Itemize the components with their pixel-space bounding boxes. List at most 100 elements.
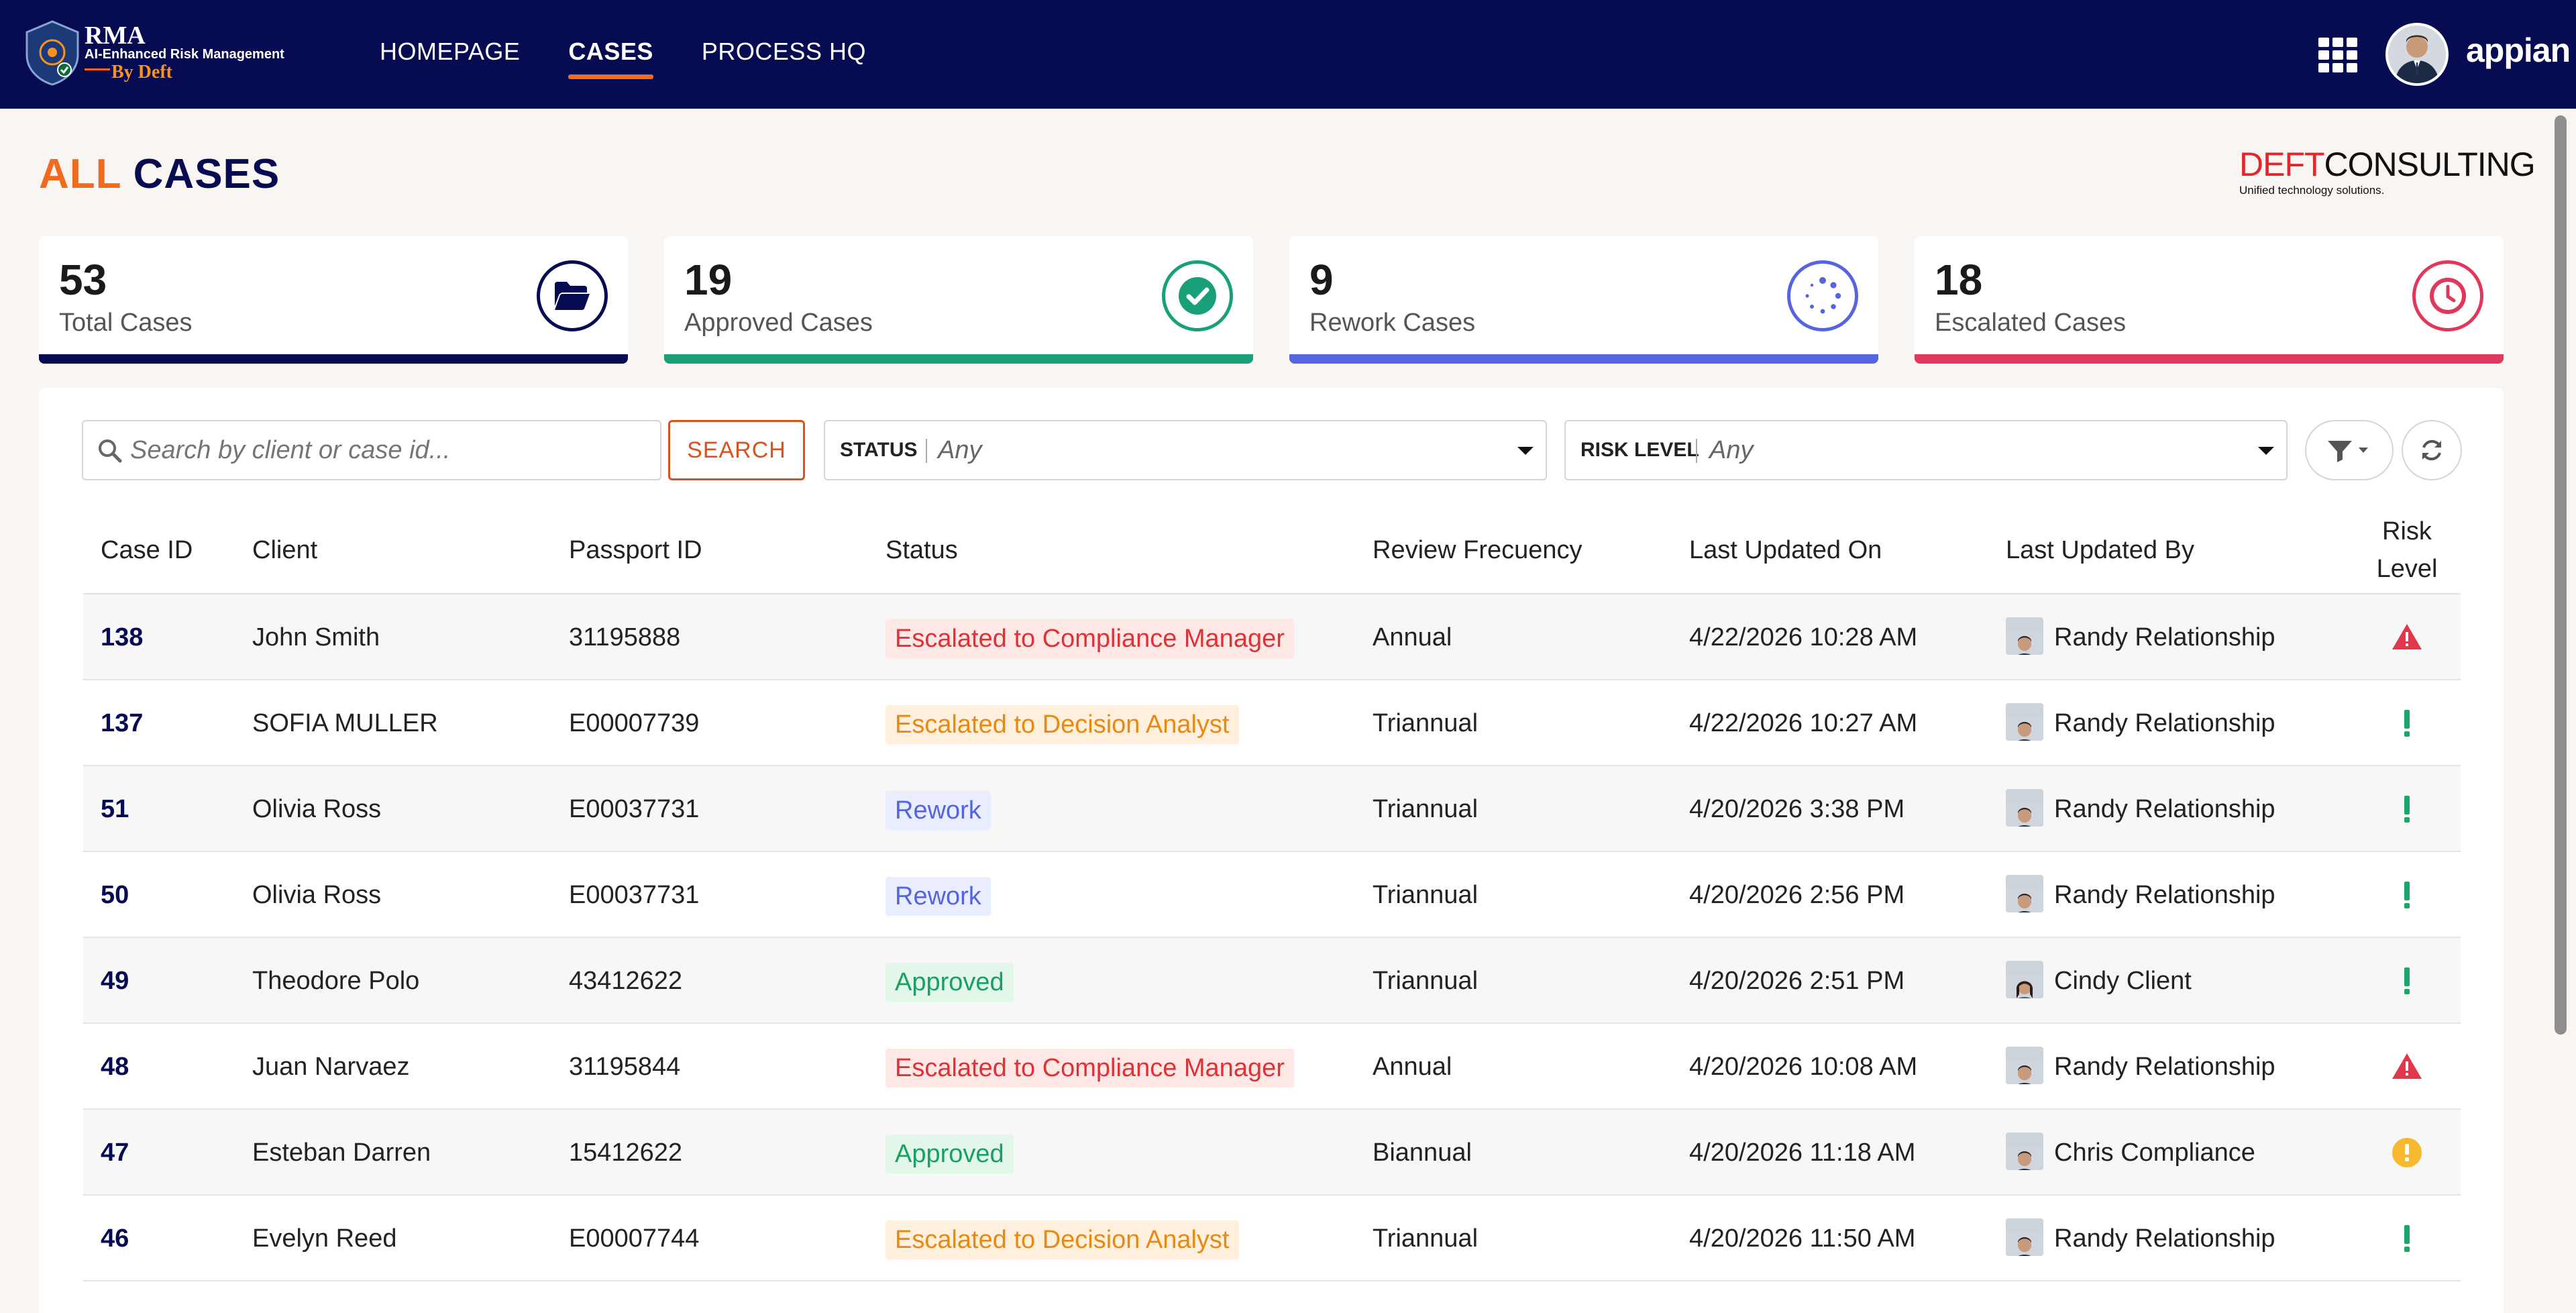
status-badge: Approved <box>885 962 1014 1002</box>
exclamation-icon <box>2404 882 2410 908</box>
column-header-review-frequency[interactable]: Review Frecuency <box>1373 536 1582 564</box>
exclamation-icon <box>2404 796 2410 823</box>
last-updated-by: Cindy Client <box>2054 967 2192 995</box>
case-id-link[interactable]: 47 <box>101 1139 129 1167</box>
client-name: Olivia Ross <box>252 881 382 909</box>
risk-filter-value: Any <box>1709 436 1754 464</box>
table-row[interactable]: 51 Olivia Ross E00037731 Rework Triannual 4/2… <box>83 766 2461 852</box>
user-avatar-small <box>2006 617 2043 655</box>
stat-card-rework[interactable]: 9 Rework Cases <box>1289 236 1878 364</box>
exclamation-icon <box>2404 710 2410 737</box>
status-badge: Escalated to Compliance Manager <box>885 619 1294 658</box>
case-id-link[interactable]: 46 <box>101 1224 129 1253</box>
filter-menu-button[interactable] <box>2305 420 2394 480</box>
column-header-passport-id[interactable]: Passport ID <box>569 536 702 564</box>
last-updated-by: Chris Compliance <box>2054 1139 2255 1167</box>
last-updated-on: 4/22/2026 10:27 AM <box>1689 709 1918 737</box>
risk-level-indicator <box>2390 1110 2424 1196</box>
last-updated-on: 4/20/2026 2:56 PM <box>1689 881 1905 909</box>
page-title-accent: ALL <box>39 151 121 197</box>
last-updated-by: Randy Relationship <box>2054 881 2275 909</box>
table-header: Case ID Client Passport ID Status Review… <box>83 506 2461 594</box>
user-avatar-small <box>2006 1218 2043 1256</box>
logo-divider <box>85 68 110 70</box>
column-header-risk-level[interactable]: Risk Level <box>2376 517 2438 583</box>
user-avatar[interactable] <box>2385 23 2449 86</box>
passport-id: E00037731 <box>569 795 700 823</box>
folder-open-icon <box>537 260 608 331</box>
stat-label: Rework Cases <box>1309 309 1476 337</box>
table-row[interactable]: 138 John Smith 31195888 Escalated to Compli… <box>83 594 2461 680</box>
page-title-main: CASES <box>133 151 280 197</box>
appian-brand: appian <box>2466 32 2571 69</box>
case-id-link[interactable]: 49 <box>101 967 129 995</box>
case-id-link[interactable]: 137 <box>101 709 144 737</box>
risk-level-indicator <box>2390 594 2424 680</box>
exclamation-icon <box>2404 967 2410 994</box>
exclamation-icon <box>2404 1225 2410 1252</box>
status-filter-dropdown[interactable]: STATUS Any <box>824 420 1547 480</box>
status-filter-value: Any <box>938 436 982 464</box>
vertical-scrollbar[interactable] <box>2552 111 2569 1313</box>
table-row[interactable]: 48 Juan Narvaez 31195844 Escalated to Compl… <box>83 1024 2461 1110</box>
stat-card-approved[interactable]: 19 Approved Cases <box>664 236 1253 364</box>
table-row[interactable]: 137 SOFIA MULLER E00007739 Escalated to Dec… <box>83 680 2461 766</box>
last-updated-by: Randy Relationship <box>2054 795 2275 823</box>
nav-item-homepage[interactable]: HOMEPAGE <box>380 38 521 65</box>
warning-triangle-icon <box>2392 624 2422 649</box>
refresh-button[interactable] <box>2402 420 2462 480</box>
page-title: ALL CASES <box>39 150 280 198</box>
nav-item-process-hq[interactable]: PROCESS HQ <box>701 38 866 65</box>
table-row[interactable]: 49 Theodore Polo 43412622 Approved Triannual… <box>83 938 2461 1024</box>
status-badge: Escalated to Decision Analyst <box>885 704 1239 744</box>
scrollbar-thumb[interactable] <box>2555 115 2567 1035</box>
search-button[interactable]: SEARCH <box>668 420 805 480</box>
stat-bar <box>1915 354 2504 364</box>
column-header-last-updated-by[interactable]: Last Updated By <box>2006 536 2194 564</box>
stat-card-escalated[interactable]: 18 Escalated Cases <box>1915 236 2504 364</box>
user-portrait-icon <box>2388 25 2446 83</box>
stat-bar <box>664 354 1253 364</box>
search-box[interactable] <box>82 420 661 480</box>
filter-icon <box>2328 441 2368 462</box>
column-header-client[interactable]: Client <box>252 536 318 564</box>
table-row[interactable]: 50 Olivia Ross E00037731 Rework Triannual 4/2… <box>83 852 2461 938</box>
column-header-status[interactable]: Status <box>885 536 958 564</box>
table-row[interactable]: 46 Evelyn Reed E00007744 Escalated to Decis… <box>83 1196 2461 1281</box>
risk-level-filter-dropdown[interactable]: RISK LEVEL Any <box>1564 420 2288 480</box>
stat-label: Escalated Cases <box>1935 309 2127 337</box>
refresh-icon <box>2422 439 2441 461</box>
client-name: SOFIA MULLER <box>252 709 438 737</box>
review-frequency: Triannual <box>1373 709 1479 737</box>
stat-bar <box>1289 354 1878 364</box>
chevron-down-icon <box>1517 447 1534 455</box>
last-updated-on: 4/22/2026 10:28 AM <box>1689 623 1918 651</box>
review-frequency: Biannual <box>1373 1139 1472 1167</box>
table-row[interactable]: 47 Esteban Darren 15412622 Approved Biannual… <box>83 1110 2461 1196</box>
check-circle-icon <box>1162 260 1233 331</box>
user-avatar-small <box>2006 1046 2043 1084</box>
app-launcher-grid-icon[interactable] <box>2318 38 2357 72</box>
logo-by-text: By Deft <box>111 62 172 83</box>
column-header-last-updated-on[interactable]: Last Updated On <box>1689 536 1882 564</box>
clock-icon <box>2412 260 2483 331</box>
risk-filter-label: RISK LEVEL <box>1580 439 1699 461</box>
case-id-link[interactable]: 50 <box>101 881 129 909</box>
nav-item-cases[interactable]: CASES <box>568 0 653 109</box>
stat-label: Total Cases <box>59 309 193 337</box>
rma-logo[interactable]: RMA AI-Enhanced Risk Management By Deft <box>24 20 306 90</box>
search-input[interactable] <box>130 421 653 479</box>
case-id-link[interactable]: 138 <box>101 623 144 651</box>
client-name: Olivia Ross <box>252 795 382 823</box>
logo-subtitle: AI-Enhanced Risk Management <box>85 47 284 62</box>
last-updated-by: Randy Relationship <box>2054 1224 2275 1253</box>
passport-id: 31195844 <box>569 1053 681 1081</box>
deft-consulting-logo: DEFTCONSULTING Unified technology soluti… <box>2239 148 2536 201</box>
column-header-case-id[interactable]: Case ID <box>101 536 193 564</box>
risk-level-indicator <box>2390 938 2424 1024</box>
stat-card-total[interactable]: 53 Total Cases <box>39 236 628 364</box>
case-id-link[interactable]: 51 <box>101 795 129 823</box>
last-updated-by: Randy Relationship <box>2054 709 2275 737</box>
user-avatar-small <box>2006 788 2043 827</box>
case-id-link[interactable]: 48 <box>101 1053 129 1081</box>
